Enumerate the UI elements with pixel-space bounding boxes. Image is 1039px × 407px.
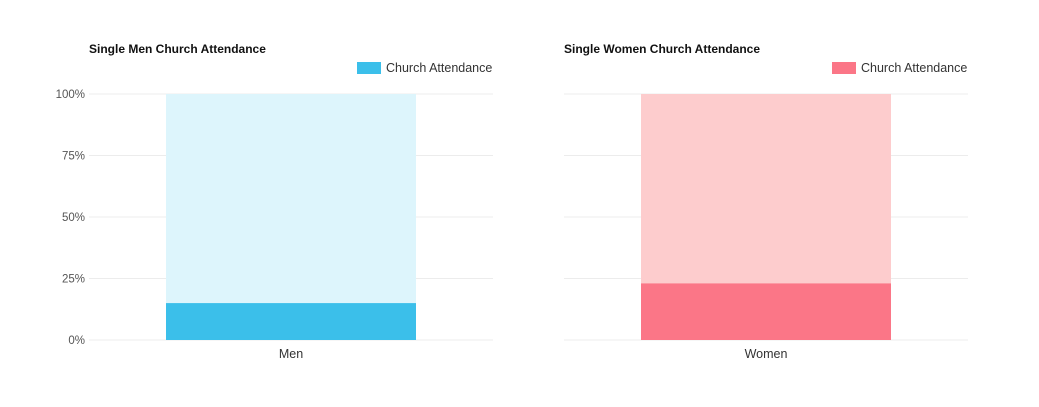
y-tick-label: 25% — [62, 274, 85, 286]
bar — [166, 303, 416, 340]
chart-men: Single Men Church Attendance Church Atte… — [0, 0, 493, 407]
y-tick-label: 0% — [68, 335, 85, 347]
chart-women: Single Women Church Attendance Church At… — [475, 0, 968, 407]
plot-area: Women — [564, 93, 968, 361]
x-tick-label: Women — [745, 347, 788, 361]
chart-title: Single Men Church Attendance — [89, 42, 266, 56]
plot-area: 0% 25% 50% 75% 100% Men — [56, 89, 493, 361]
legend: Church Attendance — [357, 61, 492, 75]
y-tick-label: 100% — [56, 89, 85, 101]
y-tick-label: 75% — [62, 151, 85, 163]
legend: Church Attendance — [832, 61, 967, 75]
chart-title: Single Women Church Attendance — [564, 42, 761, 56]
bar-background — [166, 94, 416, 340]
legend-swatch — [357, 62, 381, 74]
legend-label: Church Attendance — [861, 61, 968, 75]
legend-swatch — [832, 62, 856, 74]
x-tick-label: Men — [279, 347, 303, 361]
legend-label: Church Attendance — [386, 61, 493, 75]
bar — [641, 283, 891, 340]
y-tick-label: 50% — [62, 212, 85, 224]
